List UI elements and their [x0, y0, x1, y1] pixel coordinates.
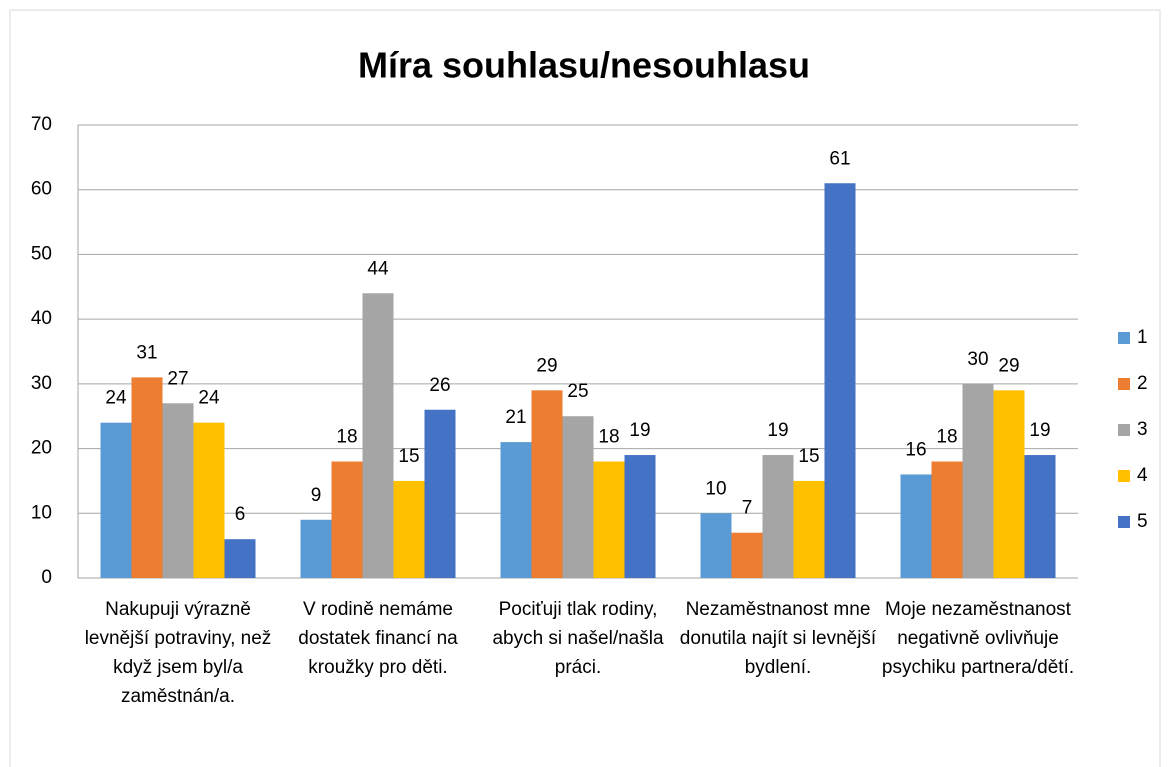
data-label: 9: [311, 485, 322, 506]
x-tick-label: Pociťuji tlak rodiny, abych si našel/naš…: [492, 599, 664, 678]
data-label: 26: [429, 375, 450, 396]
legend-label: 1: [1137, 327, 1148, 348]
y-tick-label: 30: [31, 373, 52, 394]
legend-label: 2: [1137, 373, 1148, 394]
legend-swatch: [1118, 332, 1130, 344]
data-label: 31: [136, 342, 157, 363]
bar: [793, 480, 825, 578]
bar: [824, 183, 856, 578]
data-label: 16: [905, 439, 926, 460]
bar: [731, 532, 763, 578]
data-label: 18: [936, 427, 957, 448]
data-label: 44: [367, 258, 389, 279]
bar: [162, 403, 194, 578]
data-label: 15: [398, 446, 419, 467]
data-label: 18: [336, 427, 357, 448]
x-tick-label: V rodině nemáme dostatek financí na krou…: [298, 599, 458, 678]
data-label: 21: [505, 407, 526, 428]
data-label: 24: [198, 388, 220, 409]
legend-swatch: [1118, 424, 1130, 436]
bar: [931, 461, 963, 578]
bar: [593, 461, 625, 578]
bar: [100, 422, 132, 578]
bar: [962, 383, 994, 578]
data-label: 19: [629, 420, 650, 441]
bar: [224, 539, 256, 578]
bar: [131, 377, 163, 578]
y-tick-label: 70: [31, 114, 52, 135]
bar: [393, 480, 425, 578]
data-label: 27: [167, 368, 188, 389]
x-tick-label: Nakupuji výrazně levnější potraviny, než…: [84, 599, 272, 707]
data-label: 19: [767, 420, 788, 441]
chart-title: Míra souhlasu/nesouhlasu: [358, 45, 810, 86]
bar: [500, 442, 532, 578]
bar: [624, 455, 656, 578]
bar: [1024, 455, 1056, 578]
data-label: 6: [235, 504, 246, 525]
bar: [531, 390, 563, 578]
bar: [193, 422, 225, 578]
bar: [331, 461, 363, 578]
y-tick-label: 0: [41, 567, 52, 588]
data-label: 61: [829, 148, 850, 169]
data-label: 29: [998, 355, 1019, 376]
bar: [562, 416, 594, 578]
bar: [424, 409, 456, 578]
bar: [362, 293, 394, 578]
data-label: 24: [105, 388, 127, 409]
data-label: 7: [742, 498, 753, 519]
data-label: 29: [536, 355, 557, 376]
data-label: 30: [967, 349, 988, 370]
y-tick-label: 10: [31, 502, 52, 523]
bar: [700, 513, 732, 578]
x-tick-label: Nezaměstnanost mne donutila najít si lev…: [679, 599, 877, 678]
y-tick-label: 40: [31, 308, 52, 329]
legend-label: 4: [1137, 465, 1148, 486]
bar: [900, 474, 932, 578]
bar: [993, 390, 1025, 578]
data-label: 25: [567, 381, 588, 402]
legend-swatch: [1118, 470, 1130, 482]
data-label: 10: [705, 478, 726, 499]
data-label: 18: [598, 427, 619, 448]
data-label: 19: [1029, 420, 1050, 441]
legend-swatch: [1118, 378, 1130, 390]
y-tick-label: 20: [31, 438, 52, 459]
bar: [762, 455, 794, 578]
legend-label: 3: [1137, 419, 1148, 440]
y-tick-label: 50: [31, 243, 52, 264]
y-tick-label: 60: [31, 179, 52, 200]
legend-label: 5: [1137, 511, 1148, 532]
bar: [300, 519, 332, 578]
legend-swatch: [1118, 516, 1130, 528]
x-tick-label: Moje nezaměstnanost negativně ovlivňuje …: [881, 599, 1075, 678]
data-label: 15: [798, 446, 819, 467]
